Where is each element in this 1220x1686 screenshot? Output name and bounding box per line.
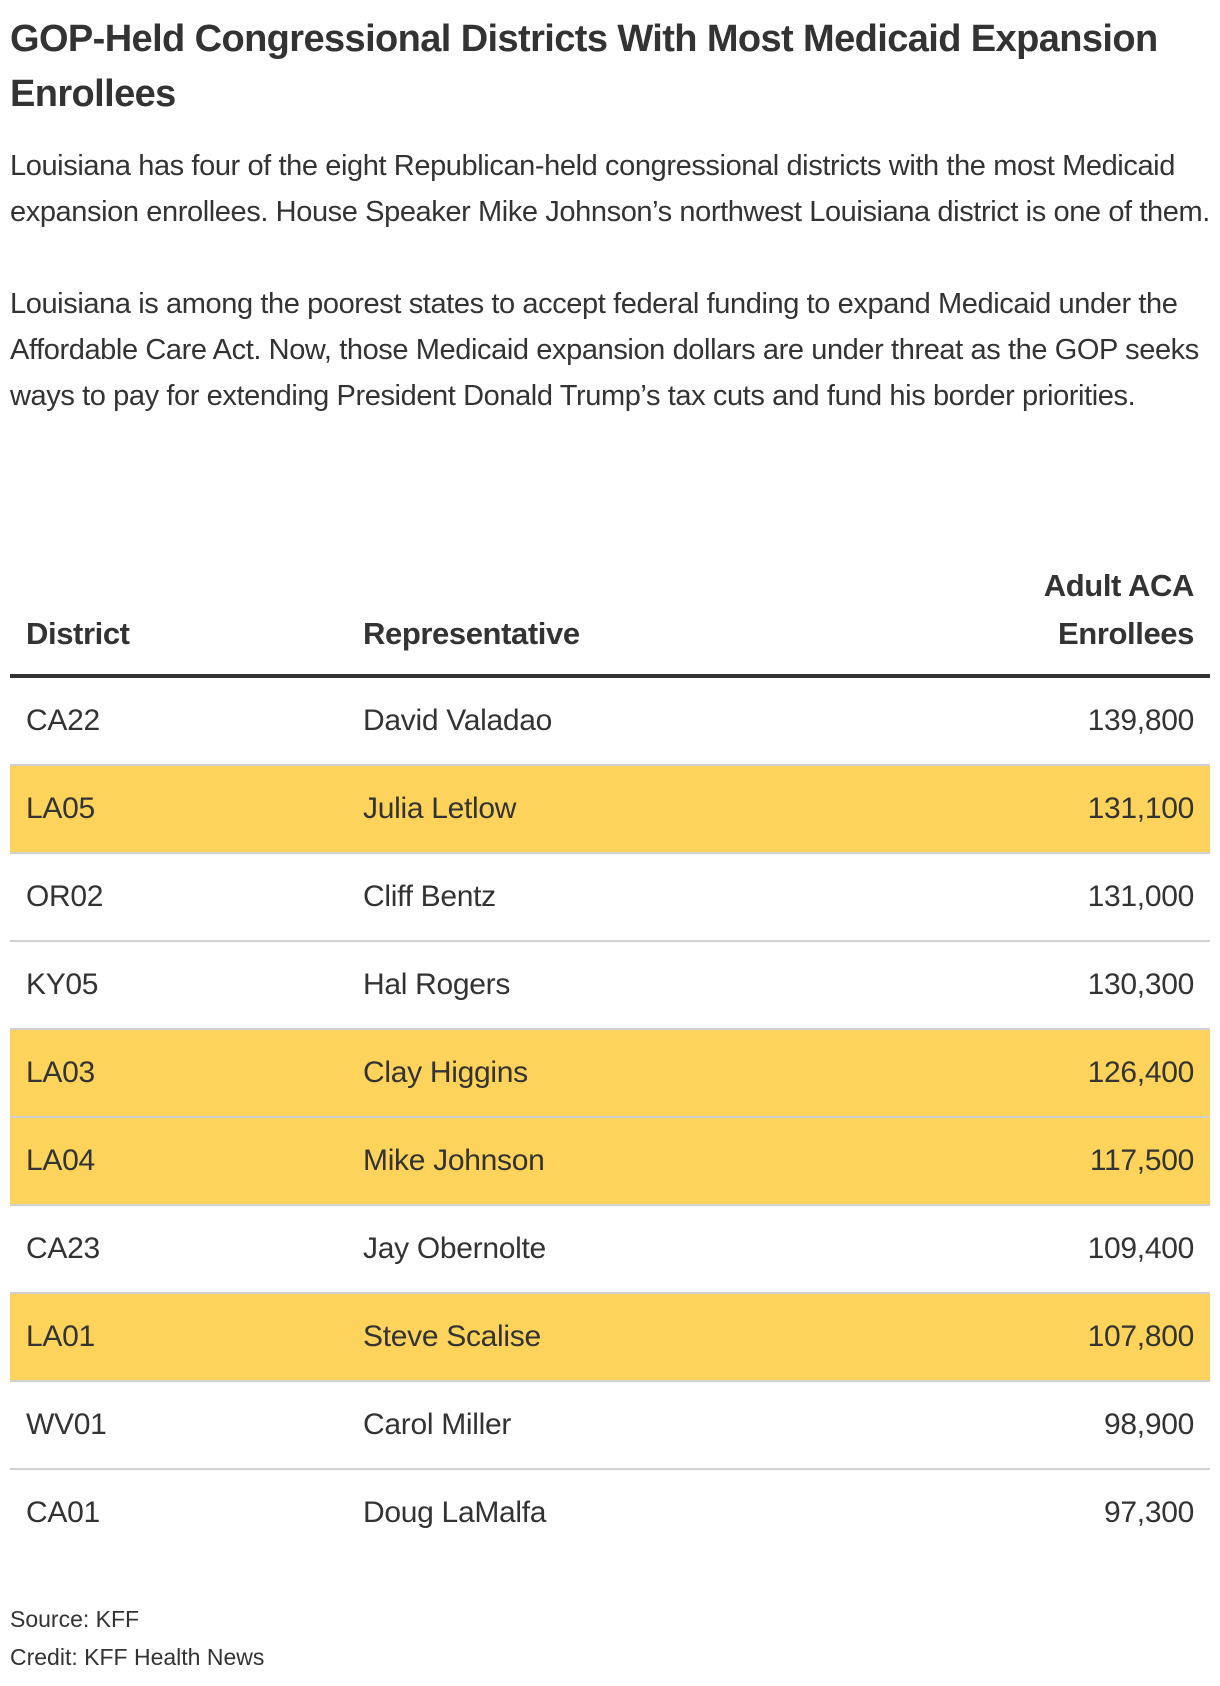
description-paragraph-2: Louisiana is among the poorest states to… [10, 288, 1199, 412]
cell-enrollees: 130,300 [1087, 968, 1195, 1001]
cell-enrollees: 131,000 [1087, 880, 1195, 913]
cell-representative: Cliff Bentz [363, 880, 496, 913]
table-row-highlighted: LA03 Clay Higgins 126,400 [10, 1030, 1210, 1118]
cell-enrollees: 117,500 [1089, 1144, 1194, 1177]
cell-district: LA04 [26, 1144, 95, 1177]
cell-enrollees: 97,300 [1104, 1496, 1194, 1529]
cell-district: KY05 [26, 968, 99, 1001]
cell-district: CA22 [26, 704, 100, 737]
cell-representative: Mike Johnson [363, 1144, 545, 1177]
table-row-highlighted: LA05 Julia Letlow 131,100 [10, 766, 1210, 854]
cell-representative: Julia Letlow [363, 792, 517, 825]
cell-enrollees: 107,800 [1087, 1320, 1195, 1353]
column-header-representative: Representative [363, 616, 580, 651]
cell-district: CA01 [26, 1496, 100, 1529]
cell-representative: Doug LaMalfa [363, 1496, 547, 1529]
footer-notes: Source: KFF Credit: KFF Health News [10, 1600, 264, 1676]
table-row: CA22 David Valadao 139,800 [10, 678, 1210, 766]
cell-representative: Jay Obernolte [363, 1232, 546, 1265]
column-header-district: District [26, 616, 130, 651]
cell-enrollees: 131,100 [1087, 792, 1195, 825]
table-row: CA01 Doug LaMalfa 97,300 [10, 1470, 1210, 1558]
description-paragraph-1: Louisiana has four of the eight Republic… [10, 150, 1210, 228]
cell-district: LA03 [26, 1056, 95, 1089]
page-title: GOP-Held Congressional Districts With Mo… [10, 18, 1158, 115]
cell-district: LA01 [26, 1320, 95, 1353]
cell-representative: David Valadao [363, 704, 553, 737]
data-table: District Representative Adult ACA Enrolle… [10, 560, 1210, 1558]
table-row: OR02 Cliff Bentz 131,000 [10, 854, 1210, 942]
table-row: CA23 Jay Obernolte 109,400 [10, 1206, 1210, 1294]
cell-enrollees: 98,900 [1104, 1408, 1194, 1441]
column-header-enrollees: Adult ACA Enrollees [1043, 568, 1195, 651]
cell-enrollees: 139,800 [1087, 704, 1195, 737]
credit-note: Credit: KFF Health News [10, 1644, 265, 1670]
table-header: District Representative Adult ACA Enrolle… [10, 560, 1210, 678]
cell-representative: Steve Scalise [363, 1320, 541, 1353]
table-row-highlighted: LA04 Mike Johnson 117,500 [10, 1118, 1210, 1206]
cell-representative: Carol Miller [363, 1408, 512, 1441]
cell-enrollees: 109,400 [1087, 1232, 1195, 1265]
cell-district: WV01 [26, 1408, 107, 1441]
cell-representative: Hal Rogers [363, 968, 511, 1001]
table-row: WV01 Carol Miller 98,900 [10, 1382, 1210, 1470]
cell-district: LA05 [26, 792, 95, 825]
table-row: KY05 Hal Rogers 130,300 [10, 942, 1210, 1030]
table-row-highlighted: LA01 Steve Scalise 107,800 [10, 1294, 1210, 1382]
cell-enrollees: 126,400 [1087, 1056, 1195, 1089]
cell-representative: Clay Higgins [363, 1056, 528, 1089]
cell-district: CA23 [26, 1232, 100, 1265]
description: Louisiana has four of the eight Republic… [10, 143, 1210, 419]
cell-district: OR02 [26, 880, 104, 913]
source-note: Source: KFF [10, 1606, 140, 1632]
